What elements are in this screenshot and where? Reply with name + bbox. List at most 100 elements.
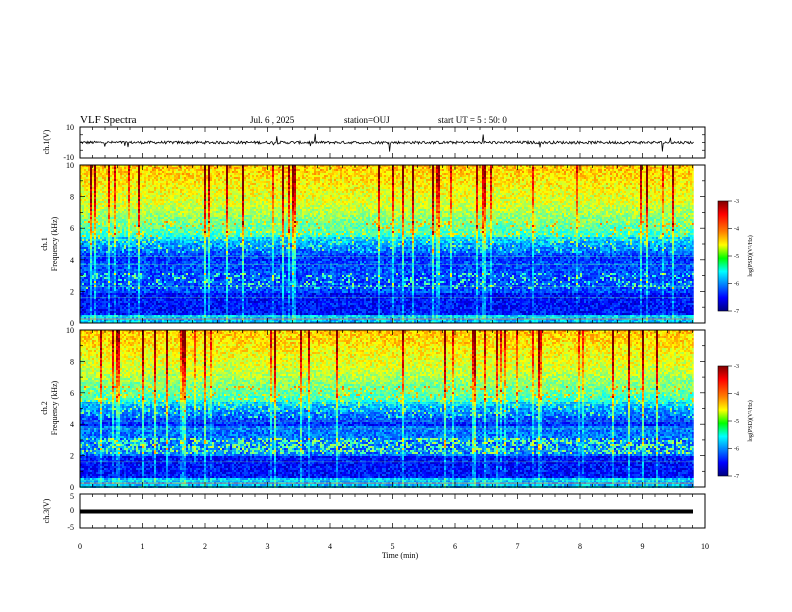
spectrogram-cell [164, 315, 166, 317]
spectrogram-cell [140, 191, 142, 193]
spectrogram-cell [184, 299, 186, 301]
spectrogram-cell [134, 295, 136, 297]
spectrogram-cell [152, 173, 154, 175]
spectrogram-cell [82, 167, 84, 169]
spectrogram-cell [168, 305, 170, 307]
spectrogram-cell [124, 297, 126, 299]
spectrogram-cell [124, 173, 126, 175]
spectrogram-cell [158, 299, 160, 301]
spectrogram-cell [146, 305, 148, 307]
spectrogram-cell [188, 247, 190, 249]
spectrogram-cell [104, 173, 106, 175]
spectrogram-cell [152, 193, 154, 195]
spectrogram-cell [142, 237, 144, 239]
spectrogram-cell [144, 285, 146, 287]
spectrogram-cell [124, 301, 126, 303]
spectrogram-cell [190, 283, 192, 285]
spectrogram-cell [160, 263, 162, 265]
spectrogram-cell [92, 231, 94, 233]
spectrogram-cell [168, 245, 170, 247]
spectrogram-cell [112, 179, 114, 181]
spectrogram-cell [176, 255, 178, 257]
spectrogram-cell [186, 317, 188, 319]
spectrogram-cell [104, 251, 106, 253]
spectrogram-cell [130, 225, 132, 227]
spectrogram-cell [194, 237, 196, 239]
spectrogram-cell [130, 299, 132, 301]
spectrogram-cell [182, 231, 184, 233]
spectrogram-cell [134, 309, 136, 311]
spectrogram-cell [164, 293, 166, 295]
spectrogram-cell [176, 277, 178, 279]
spectrogram-cell [138, 289, 140, 291]
spectrogram-cell [170, 315, 172, 317]
spectrogram-cell [138, 295, 140, 297]
spectrogram-cell [148, 273, 150, 275]
spectrogram-cell [178, 177, 180, 179]
spectrogram-cell [154, 215, 156, 217]
spectrogram-cell [128, 317, 130, 319]
spectrogram-cell [150, 195, 152, 197]
spectrogram-cell [136, 253, 138, 255]
spectrogram-cell [180, 211, 182, 213]
spectrogram-cell [124, 177, 126, 179]
spectrogram-cell [100, 215, 102, 217]
spectrogram-cell [166, 243, 168, 245]
spectrogram-cell [146, 247, 148, 249]
spectrogram-cell [196, 313, 198, 315]
spectrogram-cell [180, 303, 182, 305]
spectrogram-cell [166, 185, 168, 187]
spectrogram-cell [130, 309, 132, 311]
spectrogram-cell [148, 243, 150, 245]
spectrogram-cell [100, 171, 102, 173]
spectrogram-cell [124, 199, 126, 201]
spectrogram-cell [114, 205, 116, 207]
spectrogram-cell [160, 181, 162, 183]
spectrogram-cell [146, 289, 148, 291]
spectrogram-cell [184, 241, 186, 243]
spectrogram-cell [148, 217, 150, 219]
spectrogram-cell [168, 229, 170, 231]
spectrogram-cell [202, 257, 204, 259]
spectrogram-cell [150, 213, 152, 215]
spectrogram-cell [144, 241, 146, 243]
spectrogram-cell [196, 287, 198, 289]
spectrogram-cell [194, 261, 196, 263]
spectrogram-cell [120, 247, 122, 249]
spectrogram-cell [136, 285, 138, 287]
spectrogram-cell [136, 281, 138, 283]
spectrogram-cell [198, 223, 200, 225]
spectrogram-cell [98, 255, 100, 257]
spectrogram-cell [146, 239, 148, 241]
spectrogram-cell [130, 287, 132, 289]
spectrogram-cell [190, 309, 192, 311]
spectrogram-cell [118, 181, 120, 183]
spectrogram-cell [90, 319, 92, 321]
spectrogram-cell [194, 307, 196, 309]
spectrogram-cell [164, 289, 166, 291]
spectrogram-cell [164, 253, 166, 255]
spectrogram-cell [184, 289, 186, 291]
spectrogram-cell [182, 247, 184, 249]
spectrogram-cell [184, 297, 186, 299]
spectrogram-cell [172, 187, 174, 189]
spectrogram-cell [174, 263, 176, 265]
spectrogram-cell [96, 289, 98, 291]
spectrogram-cell [188, 271, 190, 273]
spectrogram-cell [168, 165, 170, 167]
spectrogram-cell [160, 171, 162, 173]
spectrogram-cell [116, 191, 118, 193]
spectrogram-cell [150, 183, 152, 185]
spectrogram-cell [110, 291, 112, 293]
spectrogram-cell [174, 169, 176, 171]
spectrogram-cell [198, 279, 200, 281]
spectrogram-cell [180, 229, 182, 231]
spectrogram-cell [184, 257, 186, 259]
spectrogram-cell [170, 175, 172, 177]
spectrogram-cell [138, 293, 140, 295]
spectrogram-cell [166, 277, 168, 279]
spectrogram-cell [182, 175, 184, 177]
spectrogram-cell [174, 233, 176, 235]
spectrogram-cell [90, 239, 92, 241]
spectrogram-cell [128, 237, 130, 239]
